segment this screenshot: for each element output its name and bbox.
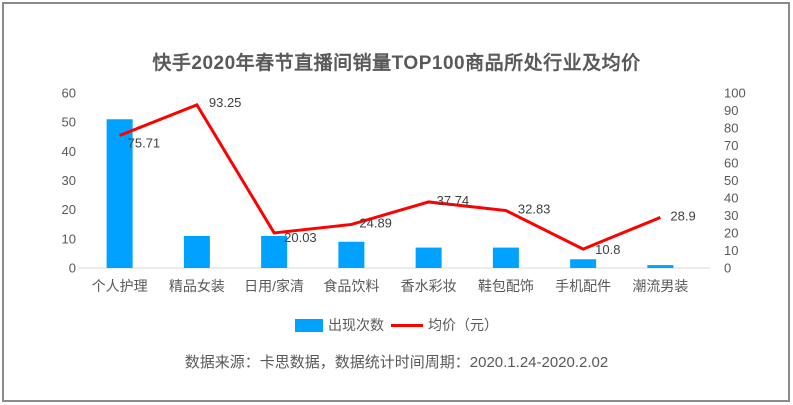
line-data-label: 37.74 [437, 193, 470, 208]
line-data-label: 10.8 [595, 242, 620, 257]
left-axis-tick: 30 [62, 173, 76, 188]
right-axis-tick: 20 [724, 226, 738, 241]
line-data-label: 32.83 [518, 202, 551, 217]
bar-3 [338, 241, 365, 268]
category-label: 鞋包配饰 [478, 278, 534, 294]
right-axis-tick: 40 [724, 191, 738, 206]
right-axis-tick: 90 [724, 103, 738, 118]
bar-2 [261, 235, 288, 268]
line-data-label: 28.9 [670, 208, 695, 223]
category-label: 潮流男装 [632, 278, 688, 294]
category-label: 日用/家清 [244, 278, 304, 294]
chart-legend: 出现次数 均价（元） [0, 315, 793, 335]
category-label: 手机配件 [555, 278, 611, 294]
line-data-label: 20.03 [284, 230, 317, 245]
left-axis-tick: 0 [69, 261, 76, 276]
line-data-label: 75.71 [128, 136, 161, 151]
legend-bar-swatch-icon [295, 318, 323, 332]
right-axis-tick: 100 [724, 86, 746, 101]
right-axis-tick: 30 [724, 208, 738, 223]
bar-1 [183, 235, 210, 268]
right-axis-tick: 0 [724, 261, 731, 276]
legend-line-swatch-icon [391, 323, 423, 327]
line-data-label: 24.89 [359, 215, 392, 230]
legend-label-line: 均价（元） [428, 317, 498, 333]
right-axis-tick: 80 [724, 121, 738, 136]
left-axis-tick: 60 [62, 86, 76, 101]
right-axis-tick: 70 [724, 138, 738, 153]
category-label: 精品女装 [169, 278, 225, 294]
bar-0 [106, 119, 133, 268]
right-axis-tick: 10 [724, 243, 738, 258]
line-data-label: 93.25 [209, 95, 242, 110]
right-axis-tick: 50 [724, 173, 738, 188]
left-axis-tick: 40 [62, 144, 76, 159]
bar-4 [415, 247, 442, 268]
category-label: 个人护理 [92, 278, 148, 294]
bar-7 [647, 265, 674, 268]
bar-5 [492, 247, 519, 268]
right-axis-tick: 60 [724, 156, 738, 171]
left-axis-tick: 50 [62, 115, 76, 130]
left-axis-tick: 10 [62, 231, 76, 246]
legend-label-bars: 出现次数 [328, 317, 384, 333]
category-label: 食品饮料 [323, 278, 379, 294]
bar-6 [570, 259, 597, 268]
chart-title: 快手2020年春节直播间销量TOP100商品所处行业及均价 [152, 53, 641, 74]
data-source-note: 数据来源：卡思数据，数据统计时间周期：2020.1.24-2020.2.02 [184, 354, 609, 371]
price-line [119, 102, 661, 251]
left-axis-tick: 20 [62, 202, 76, 217]
category-label: 香水彩妆 [401, 278, 457, 294]
